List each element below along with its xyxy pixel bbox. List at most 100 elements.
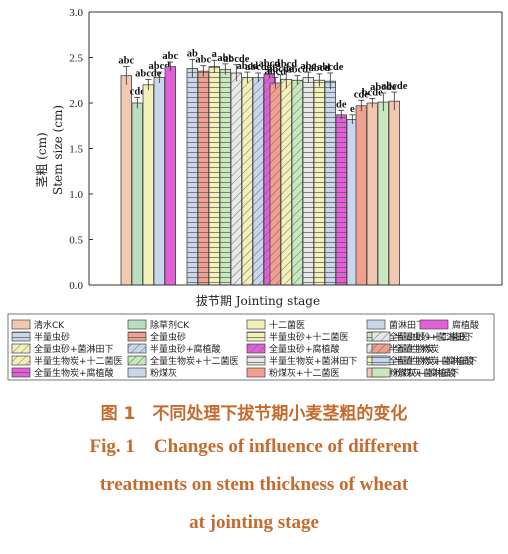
legend-label: 十二菌医 [269,319,305,331]
bar [131,102,144,286]
legend-swatch [127,355,147,366]
legend-swatch [246,343,266,354]
bar [186,68,199,286]
legend-label: 半量虫砂+十二菌医 [269,331,349,343]
legend-label: 粉煤灰 [150,367,177,379]
significance-label: abcd [259,58,281,69]
bar [324,80,337,286]
legend-label: 粉煤灰+腐植酸 [394,367,456,379]
significance-label: abcd [149,61,171,72]
bar [230,72,243,286]
caption-cn: 图 1 不同处理下拔节期小麦茎粗的变化 [100,404,408,424]
significance-label: abcde [267,64,294,75]
significance-label: abc [300,61,316,72]
legend-label: 清水CK [34,319,65,331]
significance-label: abcd [237,61,259,72]
bar [388,100,401,286]
y-tick-label: 1.5 [69,144,83,156]
y-axis-title-en: Stem size (cm) [51,105,65,195]
legend-swatch [371,331,391,342]
legend-swatch [127,343,147,354]
bar [269,82,282,286]
significance-label: abc [195,55,211,66]
legend-swatch [419,319,449,330]
y-tick-label: 1.0 [69,189,83,201]
significance-label: de [336,99,347,110]
legend-swatch [11,355,31,366]
significance-label: a [212,49,218,60]
y-tick-label: 2.0 [69,98,83,110]
significance-label: abcd [287,65,309,76]
significance-label: e [350,104,355,115]
legend-label: 粉煤灰+十二菌医 [269,367,340,379]
bar [366,102,379,286]
bar [208,66,221,286]
bar [120,75,133,286]
legend-label: 全量虫砂+腐植酸 [269,343,340,355]
legend-swatch [366,319,386,330]
legend-swatch [127,367,147,378]
significance-label: abcde [370,82,397,93]
legend-label: 除草剂CK [150,319,190,331]
legend-label: 全量生物炭+腐植酸 [34,367,114,379]
legend-label: 半量生物炭+十二菌医 [34,355,123,367]
bar [313,79,326,286]
legend-swatch [246,331,266,342]
figure-caption: 图 1 不同处理下拔节期小麦茎粗的变化 Fig. 1 Changes of in… [0,392,508,542]
legend-swatch [127,319,147,330]
bar [377,101,390,286]
y-tick-label: 2.5 [69,53,83,65]
legend-label: 半量虫砂 [34,331,70,343]
significance-label: abcde [317,62,344,73]
y-tick-label: 0.0 [69,280,83,292]
caption-en-line-3: at jointing stage [189,512,319,533]
legend-label: 半量生物炭+腐植酸 [394,355,474,367]
bar [252,77,265,286]
bar [355,105,368,286]
y-axis-title-cn: 茎粗 (cm) [35,132,49,187]
significance-label: abc [217,53,233,64]
significance-label: abcd [309,63,331,74]
legend-swatch [371,355,391,366]
significance-label: cde [354,89,370,100]
legend-label: 菌淋田下 [389,319,425,331]
legend-label: 全量生物炭 [394,343,439,355]
significance-label: abc [162,51,178,62]
legend-label: 半量虫砂+腐植酸 [150,343,221,355]
legend-label: 全量虫砂 [150,331,186,343]
legend-label: 半量生物炭+菌淋田下 [269,355,358,367]
legend-label: 半量生物炭 [389,343,434,355]
significance-label: abcde [245,62,272,73]
legend-label: 全量生物炭+十二菌医 [150,355,239,367]
legend-swatch [246,319,266,330]
bar [164,66,177,286]
caption-en-line-2: treatments on stem thickness of wheat [99,474,409,495]
significance-label: abcde [381,81,408,92]
legend-swatch [11,343,31,354]
legend-swatch [371,367,391,378]
significance-label: abcde [223,54,250,65]
legend-swatch [127,331,147,342]
bar [291,79,304,286]
bar [197,70,210,286]
legend-swatch [11,367,31,378]
y-tick-label: 0.5 [69,235,83,247]
bar [241,77,254,286]
legend-label: 全量虫砂+菌淋田下 [34,343,114,355]
legend-label: 全量虫砂+十二菌医 [389,331,469,343]
bar [335,114,348,286]
legend-swatch [246,367,266,378]
legend-swatch [11,331,31,342]
bar [280,78,293,286]
significance-label: abcd [265,67,287,78]
legend-swatch [371,343,391,354]
bar [302,77,315,286]
y-tick-label: 3.0 [69,7,83,19]
legend-swatch [11,319,31,330]
bar [219,68,232,286]
bar [153,77,166,286]
significance-label: abc [118,56,134,67]
legend-swatch [246,355,266,366]
